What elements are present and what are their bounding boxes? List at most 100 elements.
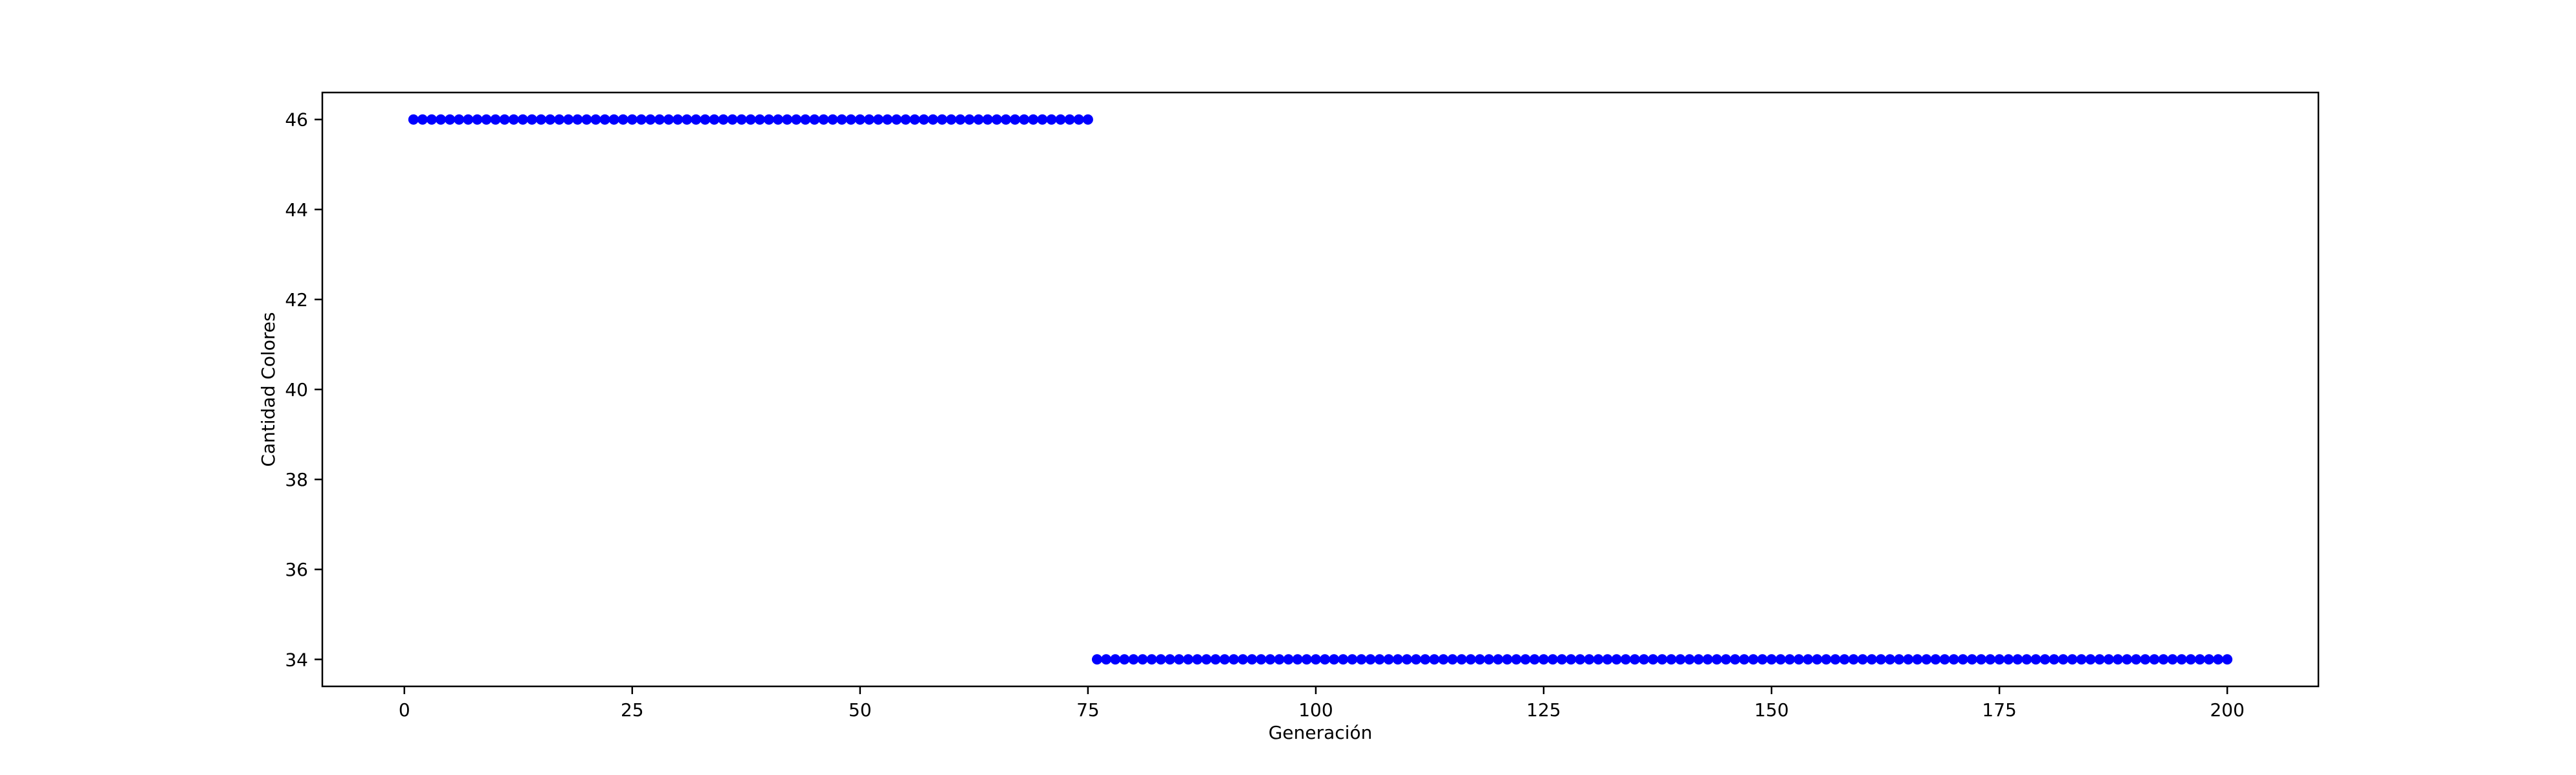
data-point xyxy=(1657,654,1668,665)
data-point xyxy=(1256,654,1267,665)
data-point xyxy=(1283,654,1294,665)
data-point xyxy=(2113,654,2124,665)
data-point xyxy=(1548,654,1559,665)
data-point xyxy=(1966,654,1977,665)
data-point xyxy=(1638,654,1649,665)
data-point xyxy=(1729,654,1740,665)
data-point xyxy=(2067,654,2078,665)
x-tick-label: 200 xyxy=(2210,699,2244,721)
data-point xyxy=(1866,654,1877,665)
data-point xyxy=(1538,654,1549,665)
data-point xyxy=(2003,654,2014,665)
data-point xyxy=(800,114,811,125)
data-point xyxy=(782,114,793,125)
data-point xyxy=(1019,114,1030,125)
data-point xyxy=(1502,654,1513,665)
data-point xyxy=(563,114,574,125)
data-point xyxy=(654,114,665,125)
data-point xyxy=(1265,654,1276,665)
y-tick-label: 46 xyxy=(285,109,308,131)
data-point xyxy=(1155,654,1166,665)
data-point xyxy=(1410,654,1421,665)
data-point xyxy=(1720,654,1731,665)
data-point xyxy=(1684,654,1695,665)
data-point xyxy=(791,114,802,125)
data-point xyxy=(1128,654,1139,665)
data-point xyxy=(1365,654,1376,665)
data-point xyxy=(1738,654,1749,665)
y-axis-label: Cantidad Colores xyxy=(258,312,279,466)
data-point xyxy=(891,114,902,125)
data-point xyxy=(1848,654,1859,665)
data-point xyxy=(1975,654,1986,665)
data-point xyxy=(1419,654,1430,665)
y-tick-label: 36 xyxy=(285,559,308,580)
data-point xyxy=(2030,654,2041,665)
data-point xyxy=(1648,654,1658,665)
y-tick-label: 34 xyxy=(285,649,308,670)
data-point xyxy=(1584,654,1595,665)
data-point xyxy=(672,114,683,125)
data-point xyxy=(1146,654,1157,665)
data-point xyxy=(1310,654,1321,665)
data-point xyxy=(2140,654,2151,665)
data-point xyxy=(1447,654,1458,665)
data-point xyxy=(1247,654,1258,665)
data-point xyxy=(927,114,938,125)
y-tick-label: 42 xyxy=(285,289,308,311)
data-point xyxy=(2176,654,2187,665)
data-point xyxy=(1210,654,1221,665)
data-point xyxy=(946,114,957,125)
y-tick-label: 40 xyxy=(285,379,308,400)
data-point xyxy=(709,114,720,125)
data-point xyxy=(818,114,829,125)
data-point xyxy=(1073,114,1084,125)
data-point xyxy=(436,114,447,125)
data-point xyxy=(645,114,656,125)
data-point xyxy=(992,114,1003,125)
data-point xyxy=(1392,654,1403,665)
data-point xyxy=(1091,654,1102,665)
data-point xyxy=(1857,654,1868,665)
data-point xyxy=(572,114,583,125)
data-point xyxy=(1082,114,1093,125)
data-point xyxy=(1274,654,1285,665)
data-points xyxy=(408,114,2233,665)
data-point xyxy=(1675,654,1686,665)
data-point xyxy=(1219,654,1230,665)
data-point xyxy=(463,114,474,125)
plot-background xyxy=(322,93,2318,686)
data-point xyxy=(2149,654,2160,665)
data-point xyxy=(1921,654,1932,665)
data-point xyxy=(1301,654,1312,665)
data-point xyxy=(1329,654,1340,665)
data-point xyxy=(663,114,674,125)
data-point xyxy=(608,114,619,125)
data-point xyxy=(2085,654,2096,665)
x-axis-ticks: 0 25 50 75 100 125 150 175 200 xyxy=(399,686,2245,721)
data-point xyxy=(445,114,456,125)
data-point xyxy=(1948,654,1959,665)
data-point xyxy=(1912,654,1923,665)
data-point xyxy=(1292,654,1303,665)
data-point xyxy=(1474,654,1485,665)
data-point xyxy=(426,114,437,125)
data-point xyxy=(2158,654,2169,665)
data-point xyxy=(599,114,610,125)
data-point xyxy=(472,114,483,125)
data-point xyxy=(1055,114,1066,125)
data-point xyxy=(1183,654,1194,665)
data-point xyxy=(454,114,465,125)
data-point xyxy=(1228,654,1239,665)
data-point xyxy=(1757,654,1768,665)
data-point xyxy=(2058,654,2069,665)
data-point xyxy=(863,114,874,125)
data-point xyxy=(1320,654,1331,665)
x-tick-label: 125 xyxy=(1526,699,1560,721)
data-point xyxy=(1137,654,1148,665)
data-point xyxy=(1711,654,1722,665)
x-tick-label: 175 xyxy=(1982,699,2016,721)
x-tick-label: 50 xyxy=(849,699,872,721)
